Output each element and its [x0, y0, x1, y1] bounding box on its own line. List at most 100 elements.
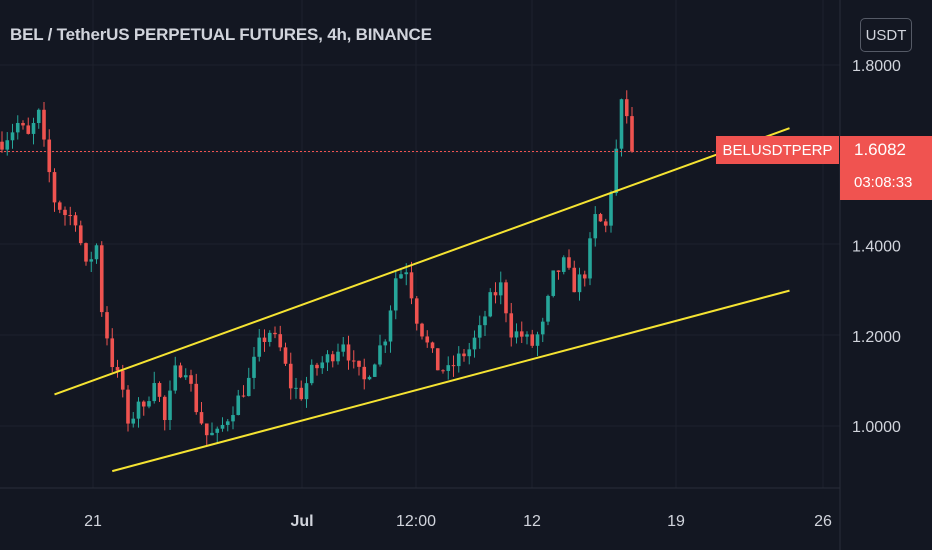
candle: [498, 271, 503, 305]
candle-body: [78, 225, 83, 244]
last-price-label: 1.6082 03:08:33: [840, 136, 932, 200]
candle: [304, 376, 309, 408]
candle: [52, 168, 57, 212]
candle: [425, 330, 430, 348]
y-tick-label: 1.8000: [852, 58, 901, 75]
candle-body: [141, 401, 146, 407]
candle: [336, 343, 340, 365]
candle: [472, 330, 477, 358]
candle: [215, 426, 220, 444]
candle: [414, 296, 419, 331]
candle-body: [409, 272, 414, 299]
candle-body: [388, 310, 393, 342]
candle: [21, 120, 25, 130]
candle: [567, 249, 571, 270]
candle: [609, 190, 613, 233]
candle: [435, 348, 440, 371]
trendline-upper: [54, 127, 790, 396]
candle-body: [420, 323, 424, 337]
candle-body: [577, 274, 582, 293]
candle-body: [236, 395, 241, 416]
candle-body: [178, 365, 183, 378]
candle: [525, 331, 529, 345]
candle: [283, 342, 288, 367]
last-price-value: 1.6082: [854, 140, 906, 159]
candle: [42, 102, 46, 147]
candle: [493, 282, 498, 304]
candle: [367, 375, 372, 381]
candle-body: [435, 348, 440, 371]
candle-body: [546, 295, 550, 322]
candle: [15, 115, 20, 140]
candle-body: [598, 214, 603, 222]
candle: [267, 330, 272, 347]
currency-button[interactable]: USDT: [860, 18, 912, 52]
candle-body: [57, 202, 62, 210]
candle-body: [556, 270, 561, 272]
x-tick-label: Jul: [290, 513, 313, 530]
candle-body: [346, 344, 351, 361]
candle: [556, 270, 561, 280]
candle: [84, 242, 88, 266]
chart-title: BEL / TetherUS PERPETUAL FUTURES, 4h, BI…: [10, 25, 432, 44]
candle-body: [162, 396, 167, 421]
candle-body: [393, 278, 398, 311]
candle-body: [257, 337, 262, 357]
candle: [346, 335, 351, 370]
candle: [603, 218, 608, 233]
candle: [10, 123, 15, 149]
candle-body: [467, 349, 472, 357]
candle-body: [614, 148, 619, 194]
candle-body: [73, 215, 78, 226]
candle-body: [210, 432, 214, 436]
candle-body: [89, 259, 94, 262]
candle: [0, 131, 4, 153]
candle: [561, 255, 566, 275]
candle: [5, 132, 10, 156]
candle-body: [288, 363, 293, 389]
candle-body: [519, 331, 524, 337]
candle: [105, 306, 109, 346]
candle: [330, 350, 335, 368]
candle: [262, 329, 267, 352]
candle-body: [309, 364, 314, 384]
candle: [372, 363, 377, 378]
bar-countdown: 03:08:33: [854, 174, 913, 191]
candle: [141, 400, 146, 416]
candle-body: [567, 257, 571, 268]
candle-body: [131, 418, 136, 424]
candle-body: [588, 238, 592, 279]
candle: [273, 326, 277, 339]
candle-body: [493, 292, 498, 296]
candle-body: [624, 99, 629, 117]
candle-body: [168, 390, 172, 421]
candle: [462, 348, 466, 362]
candle-body: [10, 132, 15, 141]
candle-body: [252, 356, 256, 378]
candle: [115, 359, 120, 378]
candle-body: [126, 389, 130, 424]
candle: [341, 336, 346, 357]
candle: [477, 315, 482, 349]
candle-body: [430, 342, 435, 349]
candle: [551, 270, 556, 298]
candle-body: [241, 395, 246, 397]
candle-body: [425, 336, 430, 343]
candle-body: [483, 316, 487, 326]
candle-body: [619, 99, 624, 149]
candle-body: [551, 270, 556, 296]
candle: [257, 328, 262, 362]
candle: [73, 212, 78, 232]
candle-body: [294, 387, 298, 389]
candle-body: [36, 109, 41, 124]
candle-body: [136, 401, 141, 419]
candle: [294, 377, 298, 399]
candle: [582, 270, 587, 287]
candle-body: [110, 338, 115, 368]
candle-body: [215, 428, 220, 433]
candle: [325, 350, 330, 371]
candle: [47, 129, 52, 183]
candle-body: [199, 412, 204, 424]
candle: [399, 269, 403, 280]
